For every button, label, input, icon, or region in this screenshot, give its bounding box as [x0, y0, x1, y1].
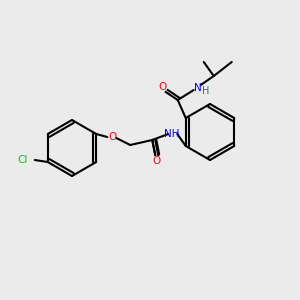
Text: H: H — [202, 86, 209, 96]
Text: N: N — [194, 83, 202, 93]
Text: O: O — [108, 132, 116, 142]
Text: O: O — [152, 156, 160, 166]
Text: NH: NH — [164, 129, 180, 139]
Text: O: O — [159, 82, 167, 92]
Text: Cl: Cl — [17, 155, 28, 165]
